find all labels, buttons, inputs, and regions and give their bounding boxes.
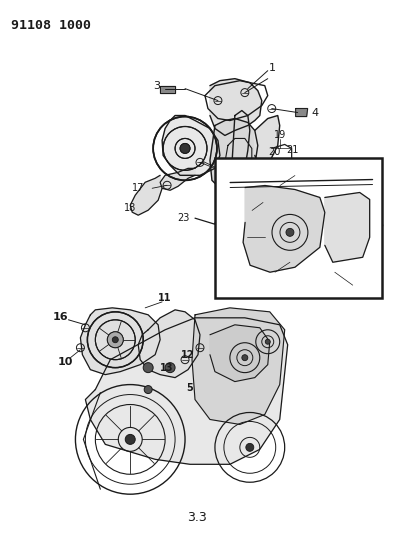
Polygon shape [255, 116, 280, 168]
Circle shape [265, 235, 275, 244]
Text: 15: 15 [250, 282, 264, 292]
Circle shape [246, 443, 254, 451]
Text: 8: 8 [244, 207, 250, 217]
Polygon shape [130, 175, 162, 215]
Text: 24: 24 [263, 240, 276, 250]
Text: 5: 5 [187, 383, 194, 393]
Polygon shape [81, 308, 160, 375]
Text: 10: 10 [58, 357, 73, 367]
Text: 6-CYL.: 6-CYL. [237, 247, 273, 257]
Text: 7: 7 [267, 270, 273, 280]
Circle shape [242, 354, 248, 361]
Polygon shape [325, 192, 370, 262]
Circle shape [180, 143, 190, 154]
Text: 14: 14 [288, 167, 302, 177]
Polygon shape [243, 185, 325, 272]
Text: 13: 13 [160, 362, 174, 373]
Polygon shape [210, 325, 270, 382]
Text: 2: 2 [222, 168, 228, 179]
Circle shape [286, 228, 294, 236]
Circle shape [107, 332, 123, 348]
Text: 17: 17 [333, 240, 346, 250]
Text: 18: 18 [124, 203, 136, 213]
Circle shape [144, 385, 152, 393]
Polygon shape [230, 110, 250, 200]
Polygon shape [192, 308, 285, 424]
Text: 6: 6 [376, 220, 383, 230]
Text: 9: 9 [356, 282, 363, 292]
Text: 91108 1000: 91108 1000 [11, 19, 91, 32]
Polygon shape [210, 79, 262, 135]
Circle shape [143, 362, 153, 373]
Polygon shape [314, 235, 329, 245]
Circle shape [112, 337, 118, 343]
Circle shape [321, 225, 329, 233]
Polygon shape [85, 318, 288, 464]
Text: 3.3: 3.3 [187, 511, 207, 523]
Text: 23: 23 [177, 213, 189, 223]
Circle shape [112, 337, 118, 343]
Text: 9: 9 [237, 232, 243, 243]
Polygon shape [210, 118, 258, 192]
Polygon shape [215, 220, 228, 232]
Polygon shape [138, 310, 200, 377]
Circle shape [180, 143, 190, 154]
Text: 21: 21 [286, 146, 299, 156]
Circle shape [165, 362, 175, 373]
Text: 16: 16 [53, 312, 68, 322]
Text: 4: 4 [311, 108, 318, 118]
Circle shape [301, 206, 308, 214]
Text: 22: 22 [323, 191, 336, 201]
Text: 12: 12 [181, 350, 195, 360]
Text: 1: 1 [269, 63, 276, 72]
Text: 5: 5 [371, 200, 378, 211]
Polygon shape [160, 86, 175, 93]
Text: 11: 11 [158, 293, 172, 303]
Text: 19: 19 [274, 131, 286, 141]
Circle shape [125, 434, 135, 445]
Polygon shape [162, 116, 220, 175]
Text: 3: 3 [154, 80, 161, 91]
Circle shape [265, 339, 270, 344]
Polygon shape [160, 168, 195, 190]
Circle shape [107, 332, 123, 348]
Text: 17: 17 [132, 183, 145, 193]
Polygon shape [295, 109, 308, 117]
Bar [215, 158, 382, 298]
Text: 20: 20 [269, 148, 281, 157]
